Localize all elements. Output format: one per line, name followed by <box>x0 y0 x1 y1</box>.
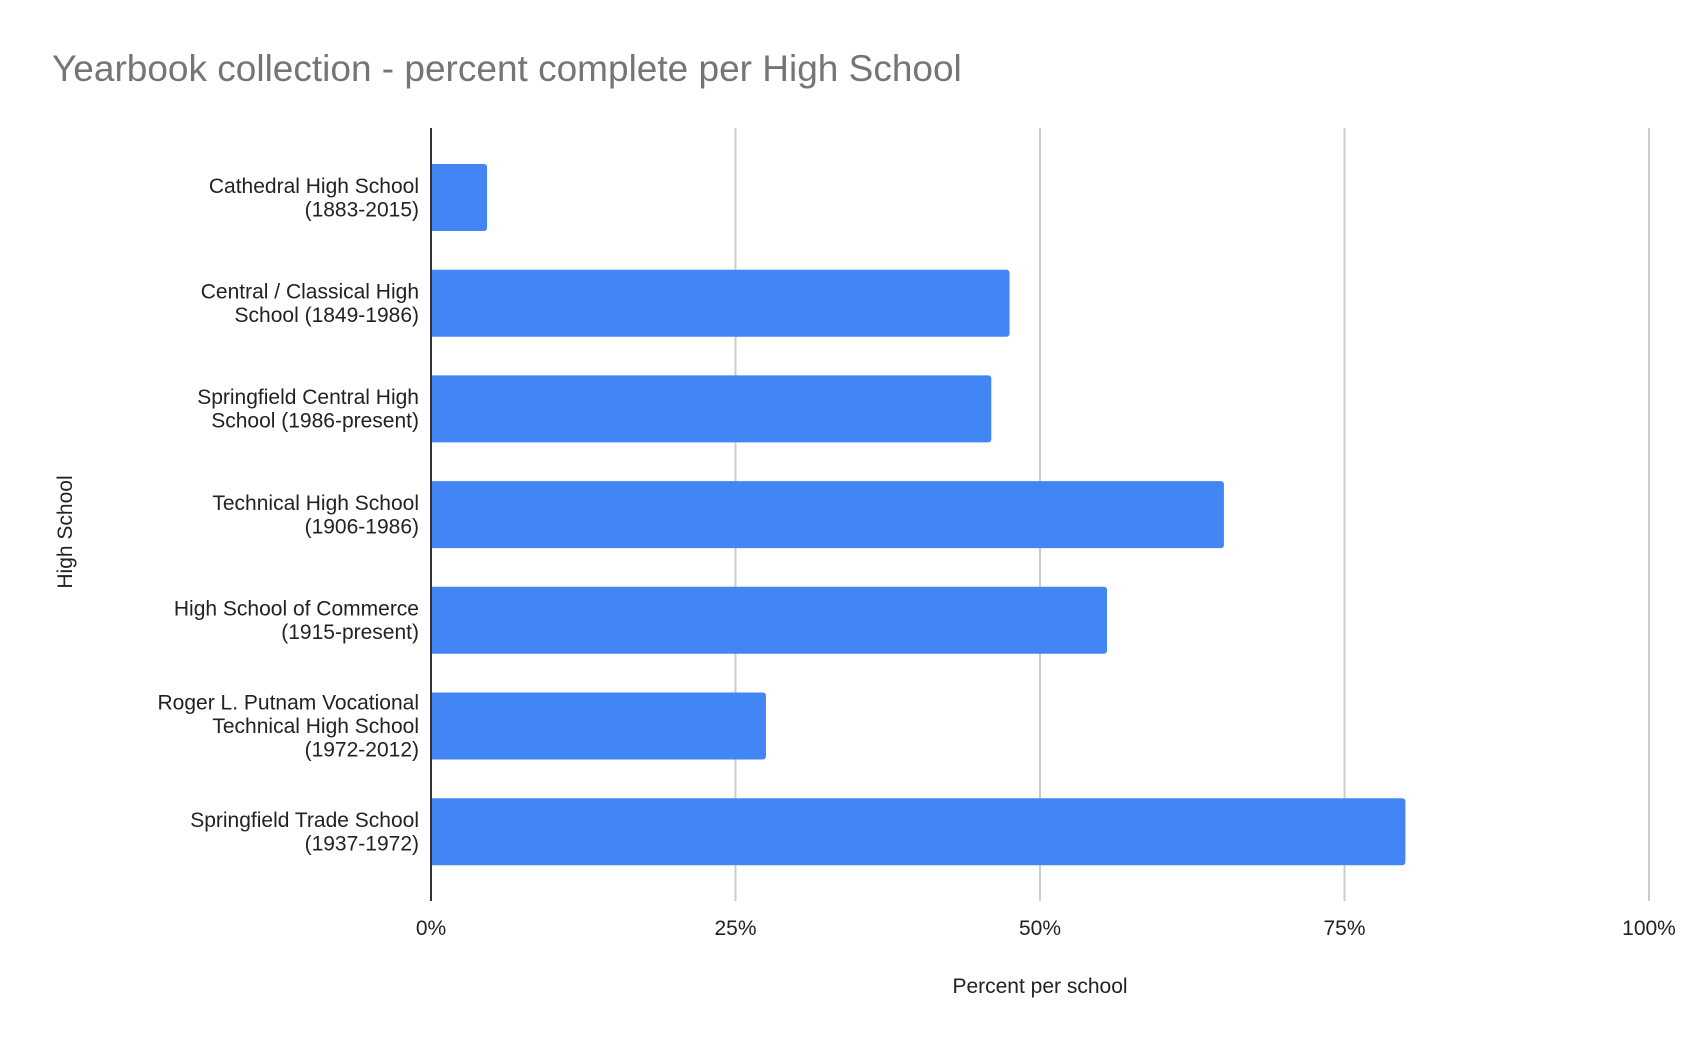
y-axis-title: High School <box>54 475 77 588</box>
category-label: Technical High School <box>212 492 419 515</box>
category-label: (1915-present) <box>281 621 419 644</box>
bar <box>431 798 1406 866</box>
category-label: School (1986-present) <box>211 410 419 433</box>
x-tick-label: 25% <box>714 917 756 940</box>
category-label: Cathedral High School <box>209 175 419 198</box>
x-axis-title: Percent per school <box>952 975 1127 998</box>
x-tick-label: 0% <box>416 917 446 940</box>
category-label: School (1849-1986) <box>235 304 419 327</box>
category-label: High School of Commerce <box>174 598 419 621</box>
bar <box>431 375 992 443</box>
x-tick-label: 100% <box>1622 917 1676 940</box>
category-label: Central / Classical High <box>201 280 419 303</box>
category-label: (1906-1986) <box>305 515 419 538</box>
bar <box>431 269 1010 337</box>
bar <box>431 692 766 760</box>
bar <box>431 481 1224 549</box>
category-label: (1883-2015) <box>305 198 419 221</box>
category-label: (1972-2012) <box>305 739 419 762</box>
x-tick-label: 50% <box>1019 917 1061 940</box>
category-label: Technical High School <box>212 715 419 738</box>
chart-title: Yearbook collection - percent complete p… <box>52 48 962 89</box>
category-label: (1937-1972) <box>305 832 419 855</box>
category-label: Springfield Trade School <box>190 809 419 832</box>
x-tick-label: 75% <box>1323 917 1365 940</box>
category-label: Roger L. Putnam Vocational <box>158 692 420 715</box>
category-label: Springfield Central High <box>197 386 419 409</box>
bar <box>431 586 1107 654</box>
bar <box>431 164 488 231</box>
